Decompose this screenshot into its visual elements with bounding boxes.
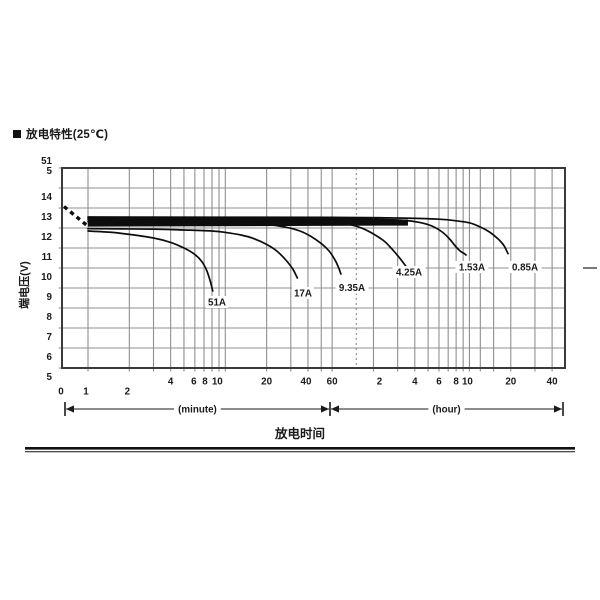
x-tick-label: 0 [58, 387, 64, 398]
curve-label-bg [292, 287, 314, 299]
x-tick-label: 40 [547, 377, 558, 388]
curve-label-0.85A: 0.85A [512, 263, 538, 274]
y-tick-label: 10 [41, 272, 52, 283]
y-tick-label: 5 [47, 372, 53, 383]
curve-label-51A: 51A [208, 298, 226, 309]
y-tick-label: 6 [47, 352, 53, 363]
y-tick-label: 14 [41, 192, 52, 203]
curve-label-bg [335, 281, 369, 294]
curve-label-bg [508, 261, 542, 273]
bottom-rules [25, 267, 597, 453]
curve-4.25A [87, 218, 408, 268]
x-tick-label: 2 [377, 377, 383, 388]
curve-label-17A: 17A [294, 289, 312, 300]
plot-frame [61, 167, 566, 369]
curve-17A [87, 227, 299, 279]
x-tick-label: 8 [202, 377, 208, 388]
x-tick-label: 1 [83, 387, 89, 398]
y-tick-label: 5 [47, 166, 53, 177]
arrowhead-left-icon [331, 405, 339, 413]
curve-0.85A [87, 216, 509, 255]
x-tick-label: 60 [327, 377, 338, 388]
y-tick-label: 12 [41, 232, 52, 243]
x-tick-label: 6 [436, 377, 442, 388]
y-tick-label: 9 [47, 292, 53, 303]
curve-label-bg [392, 266, 426, 278]
x-tick-label: 10 [462, 377, 473, 388]
x-tick-label: 6 [191, 377, 197, 388]
x-tick-label: 4 [168, 377, 174, 388]
curve-label-bg [455, 261, 489, 273]
curve-label-1.53A: 1.53A [459, 263, 485, 274]
chart-title: 放电特性(25℃) [13, 126, 108, 142]
hour-range-label: (hour) [432, 404, 460, 415]
x-tick-label: 4 [412, 377, 418, 388]
y-tick-label: 11 [42, 252, 53, 263]
y-tick-label: 8 [47, 312, 53, 323]
bullet-square-icon [13, 130, 21, 138]
curve-51A [87, 230, 214, 292]
x-tick-label: 10 [212, 377, 223, 388]
x-tick-label: 8 [453, 377, 459, 388]
y-tick-label: 7 [47, 332, 53, 343]
curve-label-4.25A: 4.25A [396, 268, 422, 279]
x-axis-title: 放电时间 [274, 427, 325, 441]
minute-range-label: (minute) [178, 404, 217, 415]
curve-label-bg [206, 296, 228, 308]
x-tick-label: 2 [125, 387, 131, 398]
ocv-dashes [62, 205, 89, 227]
gridlines [58, 167, 565, 372]
chart-title-text: 放电特性(25℃) [26, 129, 109, 141]
x-tick-label: 20 [261, 377, 272, 388]
x-tick-label: 20 [505, 377, 516, 388]
curve-labels: 51A 17A 9.35A 4.25A 1.53A 0.85A [206, 261, 542, 309]
arrowhead-right-icon [554, 405, 562, 413]
y-tick-label: 13 [41, 212, 52, 223]
arrowhead-left-icon [66, 405, 74, 413]
x-tick-label: 40 [301, 377, 312, 388]
plot-border [61, 167, 566, 369]
y-tick-label: 51 [41, 156, 52, 167]
x-range-arrows: (minute) (hour) [64, 400, 564, 420]
curve-label-9.35A: 9.35A [339, 283, 365, 294]
curve-9.35A [87, 220, 342, 275]
arrowhead-right-icon [321, 405, 329, 413]
discharge-curves [62, 205, 509, 292]
curve-1.53A [87, 217, 467, 256]
